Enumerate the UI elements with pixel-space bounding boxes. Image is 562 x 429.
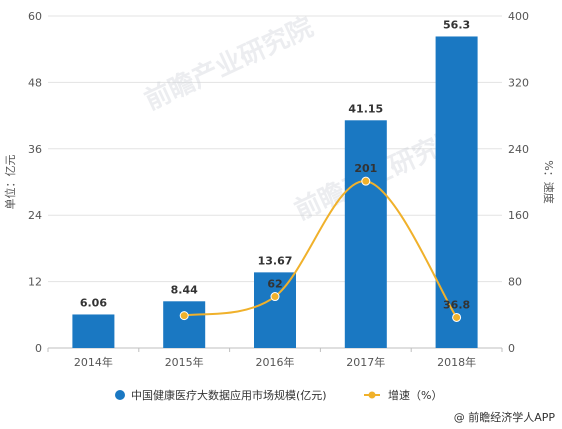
bar bbox=[435, 36, 478, 349]
bar bbox=[254, 272, 296, 348]
source-credit: @ 前瞻经济学人APP bbox=[454, 410, 556, 424]
y2-tick-label: 320 bbox=[508, 76, 529, 89]
y2-tick-label: 240 bbox=[508, 143, 529, 156]
line-series: 62 201 36.8 bbox=[179, 162, 470, 322]
y2-tick-label: 0 bbox=[508, 342, 515, 355]
y2-tick-label: 400 bbox=[508, 10, 529, 23]
x-tick-label: 2015年 bbox=[165, 355, 204, 369]
bar-series: 6.06 8.44 13.67 41.15 56.3 bbox=[72, 18, 478, 349]
bar-value-label: 56.3 bbox=[443, 18, 470, 31]
y2-tick-label: 160 bbox=[508, 209, 529, 222]
x-axis: 2014年 2015年 2016年 2017年 2018年 bbox=[47, 348, 503, 369]
y-tick-label: 24 bbox=[28, 209, 42, 222]
legend-line-label: 增速（%） bbox=[388, 388, 442, 402]
bar bbox=[163, 301, 206, 348]
bar-value-label: 13.67 bbox=[258, 254, 293, 267]
y2-axis-title: %：速度 bbox=[542, 160, 556, 203]
watermark: 前瞻产业研究院 bbox=[140, 11, 318, 116]
y-tick-label: 0 bbox=[35, 342, 42, 355]
line-point bbox=[270, 292, 280, 302]
legend: 中国健康医疗大数据应用市场规模(亿元) 增速（%） bbox=[115, 388, 442, 402]
x-tick-label: 2016年 bbox=[256, 355, 295, 369]
line-point bbox=[452, 312, 462, 322]
bar-value-label: 8.44 bbox=[171, 283, 198, 296]
legend-line-marker bbox=[368, 391, 376, 399]
line-value-label: 36.8 bbox=[443, 298, 470, 311]
y-axis-title: 单位：亿元 bbox=[3, 155, 17, 210]
growth-line bbox=[183, 180, 458, 319]
y-tick-label: 60 bbox=[28, 10, 42, 23]
y-tick-label: 48 bbox=[28, 76, 42, 89]
line-value-label: 201 bbox=[354, 162, 377, 175]
line-point bbox=[361, 176, 371, 186]
bar-value-label: 41.15 bbox=[348, 102, 383, 115]
watermarks: 前瞻产业研究院 前瞻产业研究院 bbox=[140, 11, 468, 226]
x-tick-label: 2014年 bbox=[74, 355, 113, 369]
right-axis: 0 80 160 240 320 400 bbox=[508, 10, 529, 355]
legend-bar-label: 中国健康医疗大数据应用市场规模(亿元) bbox=[131, 388, 327, 402]
x-tick-label: 2017年 bbox=[346, 355, 385, 369]
bar bbox=[344, 120, 387, 348]
bar-value-label: 6.06 bbox=[80, 296, 107, 309]
x-tick-label: 2018年 bbox=[437, 355, 476, 369]
legend-bar-icon bbox=[115, 390, 125, 400]
bar bbox=[72, 314, 115, 348]
left-axis: 0 12 24 36 48 60 bbox=[28, 10, 42, 355]
line-value-label: 62 bbox=[267, 278, 282, 291]
y-tick-label: 36 bbox=[28, 143, 42, 156]
gridlines bbox=[48, 15, 502, 349]
y2-tick-label: 80 bbox=[508, 276, 522, 289]
y-tick-label: 12 bbox=[28, 276, 42, 289]
line-point bbox=[179, 311, 189, 321]
